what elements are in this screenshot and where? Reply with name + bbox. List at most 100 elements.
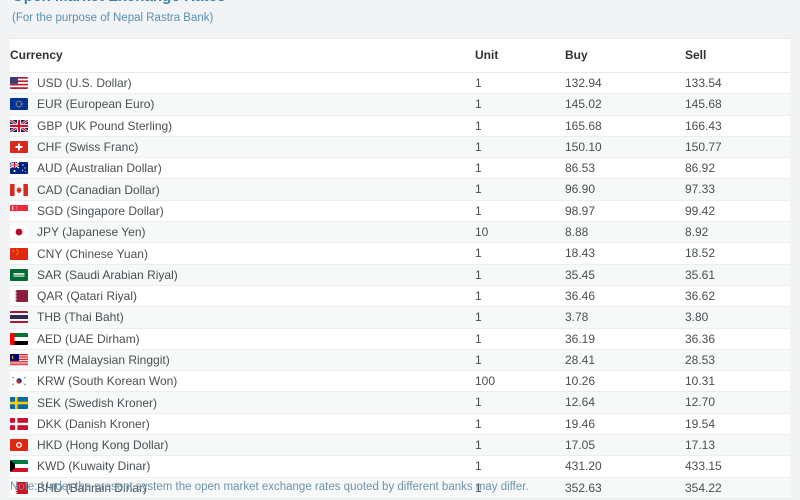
exchange-rates-card: Currency Unit Buy Sell USD (U.S. Dollar)… [10,38,790,499]
column-header-currency[interactable]: Currency [10,39,475,73]
cell-currency: EUR (European Euro) [10,93,475,116]
column-header-buy[interactable]: Buy [565,39,685,73]
currency-name: HKD (Hong Kong Dollar) [37,438,169,453]
cell-buy: 17.05 [565,434,685,457]
currency-name: AUD (Australian Dollar) [37,161,162,176]
cell-unit: 1 [475,477,565,499]
currency-name: CNY (Chinese Yuan) [37,246,148,261]
table-row[interactable]: HKD (Hong Kong Dollar) 1 17.05 17.13 [10,434,790,457]
table-header-row: Currency Unit Buy Sell [10,39,790,73]
cell-unit: 100 [475,370,565,393]
table-row[interactable]: USD (U.S. Dollar) 1 132.94 133.54 [10,72,790,95]
table-row[interactable]: GBP (UK Pound Sterling) 1 165.68 166.43 [10,115,790,137]
cell-buy: 3.78 [565,306,685,329]
table-row[interactable]: KRW (South Korean Won) 100 10.26 10.31 [10,370,790,393]
table-row[interactable]: EUR (European Euro) 1 145.02 145.68 [10,93,790,116]
cell-unit: 1 [475,391,565,414]
currency-name: GBP (UK Pound Sterling) [37,118,173,133]
cell-sell: 145.68 [685,93,790,116]
cell-currency: AED (UAE Dirham) [10,328,475,350]
flag-ae-icon [10,332,28,345]
cell-buy: 12.64 [565,391,685,414]
cell-currency: DKK (Danish Kroner) [10,413,475,436]
cell-currency: HKD (Hong Kong Dollar) [10,434,475,457]
flag-gb-icon [10,119,28,132]
table-row[interactable]: CNY (Chinese Yuan) 1 18.43 18.52 [10,242,790,265]
table-header: Currency Unit Buy Sell [10,39,790,73]
cell-unit: 1 [475,455,565,478]
currency-name: USD (U.S. Dollar) [37,76,132,91]
currency-name: CHF (Swiss Franc) [37,140,139,155]
currency-name: JPY (Japanese Yen) [37,225,146,240]
cell-sell: 3.80 [685,306,790,329]
cell-buy: 35.45 [565,264,685,286]
table-row[interactable]: KWD (Kuwaity Dinar) 1 431.20 433.15 [10,455,790,478]
cell-sell: 36.62 [685,285,790,308]
flag-au-icon [10,162,28,175]
flag-us-icon [10,77,28,90]
cell-currency: KWD (Kuwaity Dinar) [10,455,475,478]
cell-currency: JPY (Japanese Yen) [10,221,475,244]
currency-name: MYR (Malaysian Ringgit) [37,353,170,367]
cell-unit: 1 [475,178,565,201]
cell-currency: CHF (Swiss Franc) [10,136,475,159]
cell-currency: CAD (Canadian Dollar) [10,178,475,201]
cell-sell: 86.92 [685,157,790,180]
cell-unit: 1 [475,328,565,350]
flag-kr-icon [10,375,28,388]
cell-unit: 1 [475,136,565,159]
column-header-unit[interactable]: Unit [475,39,565,73]
table-row[interactable]: JPY (Japanese Yen) 10 8.88 8.92 [10,221,790,244]
cell-sell: 354.22 [685,477,790,499]
cell-sell: 10.31 [685,370,790,393]
cell-unit: 1 [475,349,565,372]
cell-currency: GBP (UK Pound Sterling) [10,115,475,137]
cell-currency: QAR (Qatari Riyal) [10,285,475,308]
cell-buy: 150.10 [565,136,685,159]
page-header: Open Market Exchange Rates (For the purp… [0,0,800,26]
cell-unit: 1 [475,157,565,180]
flag-ca-icon [10,183,28,196]
table-row[interactable]: MYR (Malaysian Ringgit) 1 28.41 28.53 [10,349,790,372]
table-row[interactable]: SGD (Singapore Dollar) 1 98.97 99.42 [10,200,790,223]
currency-name: KRW (South Korean Won) [37,374,178,389]
cell-buy: 8.88 [565,221,685,244]
column-header-sell[interactable]: Sell [685,39,790,73]
table-row[interactable]: SEK (Swedish Kroner) 1 12.64 12.70 [10,391,790,414]
table-row[interactable]: BHD (Bahrain Dinar) 1 352.63 354.22 [10,477,790,499]
cell-buy: 96.90 [565,178,685,201]
cell-buy: 165.68 [565,115,685,137]
cell-sell: 36.36 [685,328,790,350]
cell-currency: SGD (Singapore Dollar) [10,200,475,223]
cell-buy: 352.63 [565,477,685,499]
cell-currency: BHD (Bahrain Dinar) [10,477,475,499]
table-row[interactable]: AED (UAE Dirham) 1 36.19 36.36 [10,328,790,350]
flag-cn-icon [10,247,28,260]
flag-sa-icon [10,268,28,281]
flag-kw-icon [10,460,28,473]
cell-unit: 1 [475,264,565,286]
cell-buy: 86.53 [565,157,685,180]
cell-sell: 8.92 [685,221,790,244]
flag-hk-icon [10,439,28,452]
cell-unit: 1 [475,115,565,137]
cell-sell: 97.33 [685,178,790,201]
table-row[interactable]: QAR (Qatari Riyal) 1 36.46 36.62 [10,285,790,308]
flag-sg-icon [10,204,28,217]
footer-note: Note: Under the present system the open … [10,481,529,493]
cell-currency: USD (U.S. Dollar) [10,72,475,95]
table-row[interactable]: THB (Thai Baht) 1 3.78 3.80 [10,306,790,329]
cell-currency: THB (Thai Baht) [10,306,475,329]
cell-sell: 150.77 [685,136,790,159]
flag-jp-icon [10,226,28,239]
cell-sell: 35.61 [685,264,790,286]
table-row[interactable]: AUD (Australian Dollar) 1 86.53 86.92 [10,157,790,180]
cell-currency: SAR (Saudi Arabian Riyal) [10,264,475,286]
table-row[interactable]: SAR (Saudi Arabian Riyal) 1 35.45 35.61 [10,264,790,286]
currency-name: KWD (Kuwaity Dinar) [37,459,151,474]
cell-currency: CNY (Chinese Yuan) [10,242,475,265]
table-row[interactable]: DKK (Danish Kroner) 1 19.46 19.54 [10,413,790,436]
table-row[interactable]: CAD (Canadian Dollar) 1 96.90 97.33 [10,178,790,201]
cell-sell: 19.54 [685,413,790,436]
table-row[interactable]: CHF (Swiss Franc) 1 150.10 150.77 [10,136,790,159]
